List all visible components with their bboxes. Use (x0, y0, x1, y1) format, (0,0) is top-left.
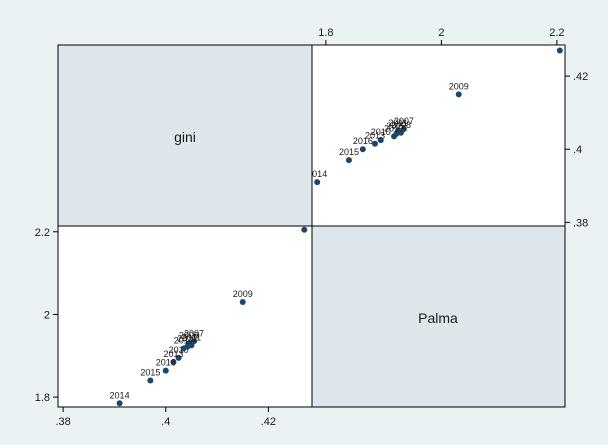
point-label-2012: 2012 (386, 121, 406, 131)
top-tick-label: 2 (438, 27, 444, 39)
bottom-tick-label: .4 (161, 416, 170, 428)
panel-gini-vs-palma (311, 44, 566, 227)
point-label-2011: 2011 (182, 332, 201, 342)
scatter-point-2009 (455, 91, 462, 98)
panel-palma-vs-gini (57, 225, 313, 408)
scatter-point-2013 (170, 358, 177, 365)
point-label-2012: 2012 (177, 334, 197, 344)
point-label-2006: 2006 (550, 37, 570, 47)
scatter-point-2014 (314, 179, 321, 186)
right-tick-label: .42 (573, 71, 588, 83)
scatter-point-2006 (301, 226, 308, 233)
point-label-2015: 2015 (339, 147, 359, 157)
point-label-2007: 2007 (394, 116, 414, 126)
scatter-point-2006 (556, 47, 563, 54)
bottom-tick-label: .38 (55, 416, 70, 428)
scatter-point-2017 (391, 133, 398, 140)
scatter-point-2015 (345, 157, 352, 164)
bottom-tick-label: .42 (261, 416, 276, 428)
scatter-point-2010 (377, 137, 384, 144)
scatter-point-2013 (371, 140, 378, 147)
scatter-point-2017 (180, 345, 187, 352)
point-label-2013: 2013 (163, 349, 183, 359)
point-label-2014: 2014 (110, 390, 130, 400)
point-label-2015: 2015 (140, 368, 160, 378)
point-label-2011: 2011 (388, 118, 407, 128)
top-axis-palma: 1.8 2 2.2 (318, 27, 565, 45)
bottom-axis-gini: .38 .4 .42 (55, 407, 276, 428)
point-label-2007: 2007 (184, 328, 204, 338)
diagonal-label-gini: gini (174, 129, 196, 145)
scatter-point-2016 (359, 146, 366, 153)
left-tick-label: 2.2 (35, 227, 50, 239)
scatter-point-2009 (239, 299, 246, 306)
point-label-2009: 2009 (449, 81, 469, 91)
points-bottom-left: 2006200720082009201020112012201320142015… (110, 217, 314, 407)
scatter-point-2016 (162, 367, 169, 374)
point-label-2013: 2013 (365, 131, 385, 141)
point-label-2014: 2014 (307, 169, 327, 179)
right-tick-label: .4 (573, 144, 582, 156)
right-tick-label: .38 (573, 217, 588, 229)
point-label-2009: 2009 (233, 289, 253, 299)
diagonal-panel-palma (311, 225, 566, 408)
scatter-point-2010 (175, 354, 182, 361)
left-tick-label: 2 (44, 309, 50, 321)
point-label-2006: 2006 (294, 217, 314, 227)
point-label-2010: 2010 (371, 127, 391, 137)
scatter-point-2015 (147, 377, 154, 384)
top-tick-label: 2.2 (549, 27, 564, 39)
top-tick-label: 1.8 (318, 27, 333, 39)
diagonal-label-palma: Palma (418, 310, 458, 326)
point-label-2008: 2008 (179, 330, 199, 340)
point-label-2017: 2017 (384, 123, 404, 133)
point-label-2008: 2008 (391, 120, 411, 130)
point-label-2017: 2017 (174, 335, 194, 345)
point-label-2016: 2016 (353, 136, 373, 146)
diagonal-panel-gini (57, 44, 313, 227)
scatter-point-2014 (116, 400, 123, 407)
left-tick-label: 1.8 (35, 392, 50, 404)
right-axis-gini: .38 .4 .42 (565, 71, 588, 229)
point-label-2010: 2010 (169, 345, 189, 355)
point-label-2016: 2016 (156, 358, 176, 368)
left-axis-palma: 1.8 2 2.2 (35, 227, 58, 404)
